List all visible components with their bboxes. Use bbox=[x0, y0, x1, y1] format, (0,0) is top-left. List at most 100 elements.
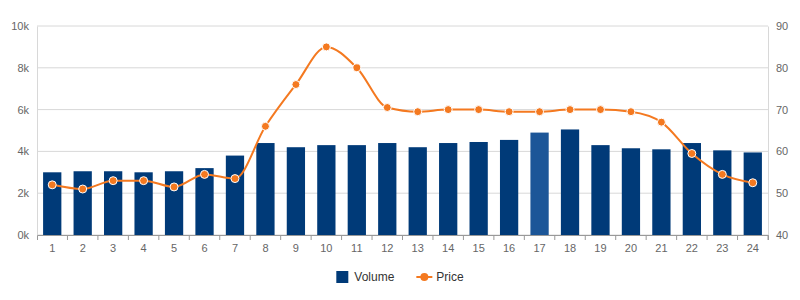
marker[interactable] bbox=[48, 181, 56, 189]
x-tick-mark bbox=[737, 235, 738, 240]
marks bbox=[43, 43, 762, 235]
x-tick-label: 24 bbox=[747, 242, 759, 254]
bar[interactable] bbox=[561, 129, 579, 235]
y-tick: 8k bbox=[17, 62, 37, 74]
y-tick: 0k bbox=[17, 229, 37, 241]
x-tick-label: 13 bbox=[412, 242, 424, 254]
bar[interactable] bbox=[256, 143, 274, 235]
bar[interactable] bbox=[378, 143, 396, 235]
bar[interactable] bbox=[622, 148, 640, 235]
bar[interactable] bbox=[195, 168, 213, 235]
legend: Volume Price bbox=[336, 270, 464, 284]
marker[interactable] bbox=[749, 179, 757, 187]
x-tick-label: 6 bbox=[201, 242, 207, 254]
x-tick-label: 14 bbox=[442, 242, 454, 254]
x-tick-mark bbox=[280, 235, 281, 240]
x-tick: 3 bbox=[110, 235, 128, 254]
x-tick: 21 bbox=[655, 235, 676, 254]
marker[interactable] bbox=[109, 177, 117, 185]
marker[interactable] bbox=[505, 108, 513, 116]
grid-line bbox=[37, 26, 768, 27]
x-tick-label: 4 bbox=[141, 242, 147, 254]
marker[interactable] bbox=[383, 104, 391, 112]
y2-tick-label: 90 bbox=[776, 20, 788, 32]
x-tick: 19 bbox=[594, 235, 615, 254]
marker[interactable] bbox=[231, 175, 239, 183]
x-tick-label: 8 bbox=[262, 242, 268, 254]
bar[interactable] bbox=[530, 133, 548, 235]
bar[interactable] bbox=[591, 145, 609, 235]
marker[interactable] bbox=[170, 183, 178, 191]
marker[interactable] bbox=[566, 106, 574, 114]
x-tick: 17 bbox=[533, 235, 554, 254]
marker[interactable] bbox=[140, 177, 148, 185]
marker[interactable] bbox=[201, 170, 209, 178]
x-tick-mark bbox=[432, 235, 433, 240]
y-tick-label: 8k bbox=[17, 62, 29, 74]
grid bbox=[37, 26, 768, 235]
marker[interactable] bbox=[292, 81, 300, 89]
bar[interactable] bbox=[713, 150, 731, 235]
bar[interactable] bbox=[744, 152, 762, 235]
bar[interactable] bbox=[287, 147, 305, 235]
x-tick: 18 bbox=[564, 235, 585, 254]
marker[interactable] bbox=[688, 149, 696, 157]
marker[interactable] bbox=[261, 122, 269, 130]
line bbox=[52, 47, 753, 189]
marker[interactable] bbox=[322, 43, 330, 51]
marker[interactable] bbox=[657, 118, 665, 126]
x-tick-mark bbox=[67, 235, 68, 240]
bar[interactable] bbox=[348, 145, 366, 235]
bar[interactable] bbox=[470, 142, 488, 235]
x-tick-mark bbox=[97, 235, 98, 240]
x-tick-label: 20 bbox=[625, 242, 637, 254]
x-tick-label: 3 bbox=[110, 242, 116, 254]
x-tick-mark bbox=[524, 235, 525, 240]
bar[interactable] bbox=[165, 171, 183, 235]
y2-tick: 60 bbox=[768, 145, 788, 157]
x-tick-mark bbox=[646, 235, 647, 240]
marker[interactable] bbox=[444, 106, 452, 114]
x-tick: 20 bbox=[625, 235, 646, 254]
bar[interactable] bbox=[74, 171, 92, 235]
legend-item[interactable]: Volume bbox=[336, 270, 394, 284]
x-tick: 9 bbox=[293, 235, 311, 254]
y-tick: 4k bbox=[17, 145, 37, 157]
bar[interactable] bbox=[43, 172, 61, 235]
x-tick: 22 bbox=[686, 235, 707, 254]
x-tick-mark bbox=[341, 235, 342, 240]
y2-tick: 40 bbox=[768, 229, 788, 241]
x-tick-label: 5 bbox=[171, 242, 177, 254]
x-axis: 123456789101112131415161718192021222324 bbox=[38, 235, 769, 254]
legend-label: Volume bbox=[354, 270, 394, 284]
legend-label: Price bbox=[436, 270, 464, 284]
x-tick-label: 19 bbox=[594, 242, 606, 254]
marker[interactable] bbox=[596, 106, 604, 114]
x-tick: 14 bbox=[442, 235, 463, 254]
legend-item[interactable]: Price bbox=[416, 270, 464, 284]
x-tick-label: 18 bbox=[564, 242, 576, 254]
bar[interactable] bbox=[652, 149, 670, 235]
bar[interactable] bbox=[317, 145, 335, 235]
x-tick: 10 bbox=[320, 235, 341, 254]
x-tick-label: 2 bbox=[80, 242, 86, 254]
bar[interactable] bbox=[683, 143, 701, 235]
plot: 0k2k4k6k8k10k405060708090123456789101112… bbox=[11, 20, 788, 254]
marker[interactable] bbox=[414, 108, 422, 116]
marker[interactable] bbox=[536, 108, 544, 116]
bar[interactable] bbox=[409, 147, 427, 235]
x-tick: 23 bbox=[716, 235, 737, 254]
y-tick: 6k bbox=[17, 104, 37, 116]
bar[interactable] bbox=[439, 143, 457, 235]
x-tick-mark bbox=[128, 235, 129, 240]
bar[interactable] bbox=[500, 140, 518, 235]
marker[interactable] bbox=[718, 170, 726, 178]
bar[interactable] bbox=[226, 156, 244, 235]
x-tick-label: 1 bbox=[49, 242, 55, 254]
marker[interactable] bbox=[475, 106, 483, 114]
marker[interactable] bbox=[627, 108, 635, 116]
y-axis: 0k2k4k6k8k10k bbox=[11, 20, 37, 241]
marker[interactable] bbox=[353, 64, 361, 72]
marker[interactable] bbox=[79, 185, 87, 193]
y2-tick: 50 bbox=[768, 187, 788, 199]
